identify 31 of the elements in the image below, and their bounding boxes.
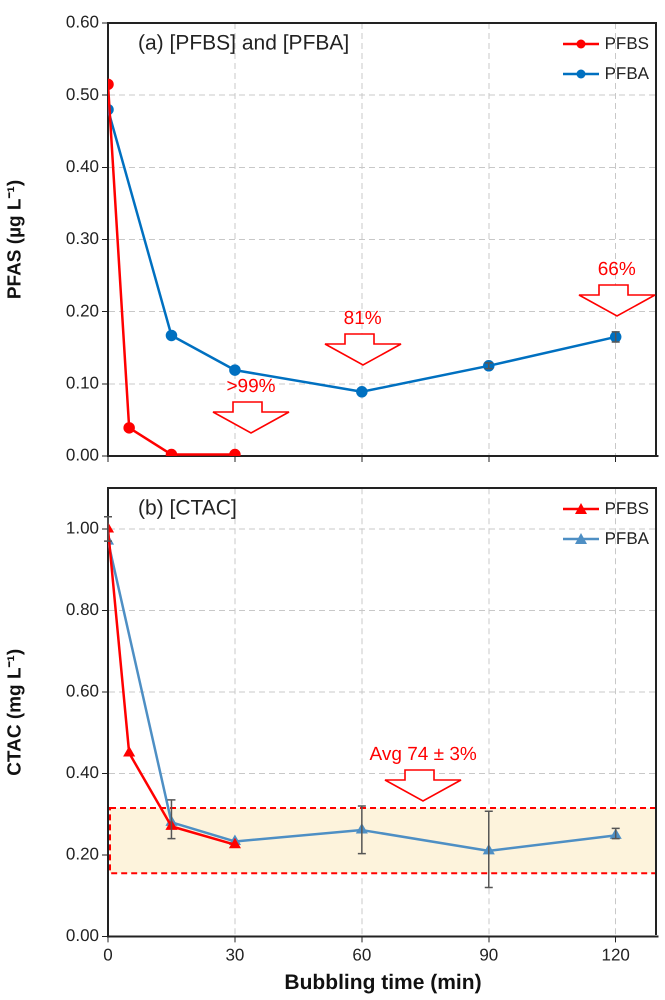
- y-tick-label: 0.40: [66, 157, 99, 176]
- y-tick-label: 0.50: [66, 84, 99, 104]
- x-tick-label: 90: [479, 945, 498, 964]
- annotation: 66%: [598, 259, 636, 280]
- x-tick-label: 120: [602, 945, 630, 964]
- legend-label: PFBS: [604, 34, 649, 54]
- x-axis-title: Bubbling time (min): [284, 971, 482, 994]
- annotation: 81%: [344, 308, 382, 329]
- legend-label: PFBA: [604, 529, 649, 550]
- y-tick-label: 0.80: [66, 600, 99, 620]
- y-tick-label: 0.20: [66, 301, 99, 320]
- chart-title: (b) [CTAC]: [138, 496, 237, 520]
- y-tick-label: 0.60: [66, 682, 99, 701]
- y-tick-label: 1.00: [66, 518, 99, 538]
- x-tick-label: 60: [352, 945, 372, 964]
- annotation: >99%: [226, 376, 276, 397]
- x-tick-label: 0: [103, 945, 113, 964]
- y-axis-title: PFAS (µg L⁻¹): [4, 180, 26, 300]
- x-tick-label: 30: [225, 945, 244, 964]
- annotation: Avg 74 ± 3%: [370, 744, 477, 766]
- y-tick-label: 0.30: [66, 229, 99, 248]
- y-tick-label: 0.00: [66, 926, 99, 946]
- y-tick-label: 0.10: [66, 374, 99, 393]
- y-tick-label: 0.00: [66, 446, 99, 465]
- y-tick-label: 0.20: [66, 844, 99, 864]
- y-tick-label: 0.60: [66, 12, 99, 32]
- y-tick-label: 0.40: [66, 763, 99, 782]
- legend-label: PFBS: [604, 499, 649, 520]
- legend-label: PFBA: [604, 64, 649, 84]
- y-axis-title: CTAC (mg L⁻¹): [4, 648, 26, 776]
- chart-title: (a) [PFBS] and [PFBA]: [138, 31, 350, 54]
